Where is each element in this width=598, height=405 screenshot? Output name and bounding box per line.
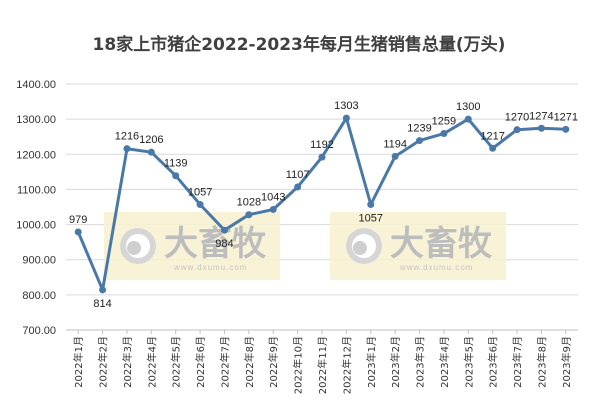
x-tick-label: 2023年8月 xyxy=(535,336,548,388)
x-tick-label: 2022年10月 xyxy=(292,336,305,394)
data-point xyxy=(294,183,302,191)
data-point xyxy=(172,172,180,180)
x-tick-label: 2022年9月 xyxy=(267,336,280,388)
data-label: 1239 xyxy=(407,123,431,135)
data-point xyxy=(464,115,472,123)
x-tick-label: 2023年5月 xyxy=(462,336,475,388)
watermark-subtext: www.dxumu.com xyxy=(173,263,247,272)
watermark-text: 大畜牧 xyxy=(164,224,267,264)
x-tick-label: 2022年12月 xyxy=(340,336,353,394)
data-point xyxy=(147,148,155,156)
watermark-subtext: www.dxumu.com xyxy=(399,263,473,272)
x-tick-label: 2022年1月 xyxy=(72,336,85,388)
y-tick-label: 1300.00 xyxy=(16,114,56,126)
gridlines xyxy=(66,83,578,331)
data-label: 1194 xyxy=(383,138,407,150)
data-point xyxy=(245,211,253,219)
data-label: 1274 xyxy=(529,110,553,122)
x-tick-label: 2022年3月 xyxy=(121,336,134,388)
data-point xyxy=(440,130,448,138)
data-point xyxy=(367,201,375,209)
x-axis-ticks: 2022年1月 2022年2月 2022年3月 2022年4月 2022年5月 2022年… xyxy=(72,330,573,394)
data-point xyxy=(74,228,82,236)
data-label: 1271 xyxy=(554,111,578,123)
data-label: 1192 xyxy=(310,139,334,151)
x-tick-label: 2023年2月 xyxy=(389,336,402,388)
data-point xyxy=(489,144,497,152)
y-tick-label: 900.00 xyxy=(22,255,56,267)
y-tick-label: 1200.00 xyxy=(16,149,56,161)
data-label: 979 xyxy=(69,214,87,226)
x-tick-label: 2022年5月 xyxy=(170,336,183,388)
data-point xyxy=(269,205,277,213)
y-tick-label: 800.00 xyxy=(22,290,56,302)
x-tick-label: 2023年3月 xyxy=(414,336,427,388)
x-tick-label: 2023年1月 xyxy=(365,336,378,388)
x-tick-label: 2022年11月 xyxy=(316,336,329,394)
data-point xyxy=(391,152,399,160)
data-point xyxy=(318,153,326,161)
data-label: 1217 xyxy=(480,130,504,142)
data-point xyxy=(537,124,545,132)
data-label: 1300 xyxy=(456,101,480,113)
x-tick-label: 2022年4月 xyxy=(145,336,158,388)
data-label: 1270 xyxy=(505,112,529,124)
x-tick-label: 2022年6月 xyxy=(194,336,207,388)
circle-logo-dot xyxy=(353,241,367,255)
data-label: 984 xyxy=(215,238,233,250)
x-tick-label: 2023年6月 xyxy=(487,336,500,388)
data-point xyxy=(123,145,131,153)
data-label: 1139 xyxy=(164,158,188,170)
data-label: 1028 xyxy=(237,197,261,209)
y-tick-label: 1000.00 xyxy=(16,220,56,232)
x-tick-label: 2023年9月 xyxy=(560,336,573,388)
x-tick-label: 2022年2月 xyxy=(97,336,110,388)
y-tick-label: 1100.00 xyxy=(17,184,56,196)
data-point xyxy=(416,137,424,145)
data-label: 1107 xyxy=(286,169,310,181)
watermark-text: 大畜牧 xyxy=(390,224,493,264)
y-tick-label: 1400.00 xyxy=(16,79,56,91)
y-axis-ticks: 700.00 800.00 900.00 1000.00 1100.00 1200.00 1… xyxy=(16,79,56,337)
x-tick-label: 2022年7月 xyxy=(218,336,231,388)
data-label: 1057 xyxy=(188,187,212,199)
data-point xyxy=(220,226,228,234)
data-label: 1216 xyxy=(115,131,139,143)
data-label: 814 xyxy=(93,298,111,310)
chart-title: 18家上市猪企2022-2023年每月生猪销售总量(万头) xyxy=(93,34,506,55)
data-point xyxy=(99,286,107,294)
data-label: 1303 xyxy=(334,100,358,112)
data-point xyxy=(342,114,350,122)
data-label: 1259 xyxy=(432,116,456,128)
data-label: 1206 xyxy=(139,134,163,146)
y-tick-label: 700.00 xyxy=(22,325,56,337)
data-point xyxy=(513,126,521,134)
data-point xyxy=(562,125,570,133)
x-tick-label: 2022年8月 xyxy=(243,336,256,388)
data-label: 1043 xyxy=(261,191,285,203)
data-point xyxy=(196,201,204,209)
circle-logo-dot xyxy=(127,241,141,255)
series-line xyxy=(74,114,570,294)
data-label: 1057 xyxy=(359,213,383,225)
x-tick-label: 2023年7月 xyxy=(511,336,524,388)
x-tick-label: 2023年4月 xyxy=(438,336,451,388)
